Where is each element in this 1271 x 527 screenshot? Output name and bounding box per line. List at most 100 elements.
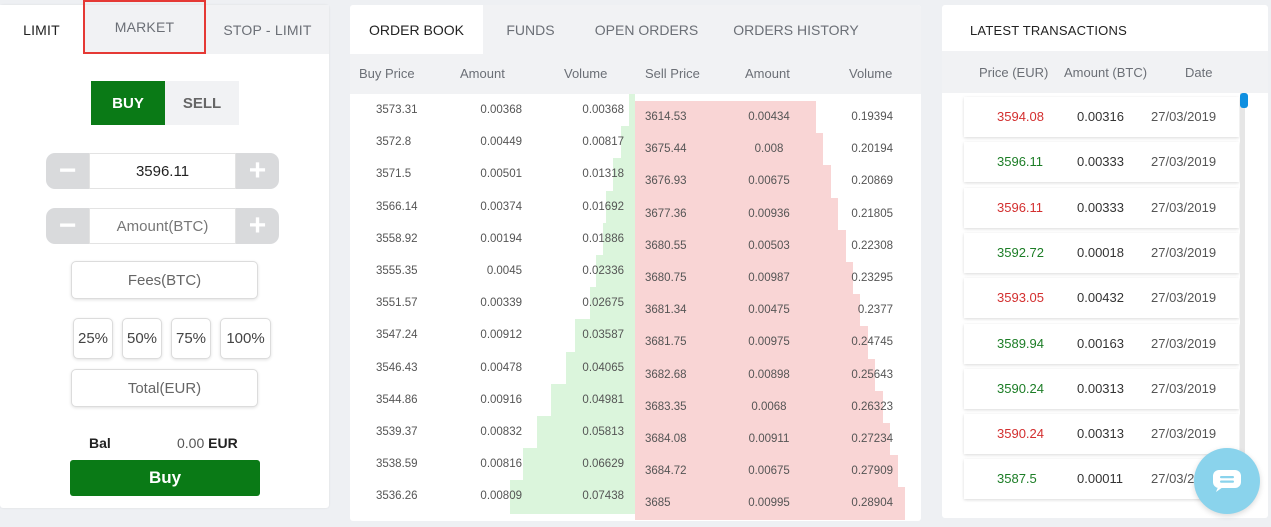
order-book-body: 3573.31 0.00368 0.00368 3572.8 0.00449 0.0081… [350, 94, 921, 521]
price-input[interactable]: 3596.11 [89, 153, 236, 189]
ask-amount: 0.008 [754, 143, 784, 156]
bid-amount: 0.00816 [480, 458, 522, 471]
transaction-price: 3596.11 [997, 154, 1044, 170]
ask-volume: 0.19394 [851, 111, 893, 123]
transaction-row: 3594.08 0.00316 27/03/2019 [964, 97, 1239, 137]
ask-amount: 0.00475 [748, 304, 790, 317]
buy-sell-toggle: BUY SELL [91, 81, 239, 125]
bid-volume: 0.02336 [582, 265, 624, 277]
tab-funds[interactable]: FUNDS [506, 21, 555, 38]
scrollbar-thumb[interactable] [1240, 93, 1248, 108]
ask-price: 3614.53 [645, 111, 687, 123]
percent-25-button[interactable]: 25% [73, 318, 113, 359]
ask-depth-bar [635, 455, 898, 488]
transaction-amount: 0.00333 [1077, 154, 1124, 170]
transaction-price: 3596.11 [997, 199, 1044, 215]
ask-volume: 0.20869 [851, 175, 893, 188]
header-buy-price: Buy Price [359, 66, 415, 81]
sell-toggle-button[interactable]: SELL [165, 81, 239, 125]
transaction-price: 3594.08 [997, 109, 1044, 124]
ask-volume: 0.2377 [857, 304, 893, 317]
bid-volume: 0.04981 [582, 393, 624, 406]
transaction-row: 3596.11 0.00333 27/03/2019 [964, 142, 1239, 183]
ask-depth-bar [635, 133, 823, 166]
transaction-date: 27/03/2019 [1151, 199, 1217, 215]
transaction-price: 3592.72 [997, 244, 1044, 260]
plus-icon: + [248, 154, 267, 187]
total-field[interactable]: Total(EUR) [71, 369, 258, 407]
plus-icon: + [248, 209, 267, 242]
fees-field[interactable]: Fees(BTC) [71, 261, 258, 299]
ask-volume: 0.20194 [851, 143, 893, 156]
chat-button[interactable] [1194, 448, 1260, 514]
ask-depth-bar [635, 294, 860, 327]
transaction-row: 3592.72 0.00018 27/03/2019 [964, 232, 1239, 273]
bid-volume: 0.01886 [582, 232, 624, 245]
ask-amount: 0.00975 [748, 336, 790, 349]
bid-volume: 0.01318 [582, 168, 624, 181]
tab-order-book[interactable]: ORDER BOOK [350, 5, 483, 54]
bid-amount: 0.00478 [480, 361, 522, 374]
transaction-amount: 0.00432 [1077, 290, 1124, 306]
ask-price: 3684.08 [645, 433, 687, 445]
bid-price: 3547.24 [376, 329, 418, 342]
percent-100-button[interactable]: 100% [220, 318, 271, 359]
balance-currency: EUR [208, 435, 238, 451]
tab-limit[interactable]: LIMIT [0, 5, 83, 54]
transaction-date: 27/03/2019 [1151, 335, 1217, 351]
header-sell-price: Sell Price [645, 66, 700, 81]
bid-depth-bar [575, 319, 635, 353]
ask-depth-bar [635, 197, 838, 230]
tab-stop-limit[interactable]: STOP - LIMIT [223, 21, 312, 38]
transactions-title: LATEST TRANSACTIONS [970, 23, 1127, 38]
balance-amount: 0.00 [177, 435, 205, 451]
ask-price: 3680.55 [645, 239, 687, 252]
amount-decrement-button[interactable]: − [46, 208, 89, 244]
bid-depth-bar [603, 222, 635, 256]
bid-amount: 0.00809 [480, 490, 522, 503]
bid-volume: 0.00368 [582, 104, 624, 116]
bid-price: 3544.86 [376, 393, 418, 406]
amount-increment-button[interactable]: + [236, 208, 279, 244]
header-sell-amount: Amount [745, 66, 790, 81]
bid-price: 3555.35 [376, 265, 418, 277]
bid-volume: 0.06629 [582, 458, 624, 471]
transaction-row: 3593.05 0.00432 27/03/2019 [964, 278, 1239, 319]
buy-submit-button[interactable]: Buy [70, 460, 260, 496]
ask-price: 3681.34 [645, 304, 687, 317]
bid-depth-bar [523, 448, 635, 482]
transaction-amount: 0.00011 [1077, 471, 1124, 487]
bid-volume: 0.04065 [582, 361, 624, 374]
percent-75-button[interactable]: 75% [171, 318, 211, 359]
amount-stepper: − Amount(BTC) + [46, 208, 279, 244]
balance-value: 0.00 EUR [177, 435, 238, 451]
ask-amount: 0.00911 [748, 433, 790, 445]
bid-amount: 0.00374 [480, 200, 522, 213]
price-increment-button[interactable]: + [236, 153, 279, 189]
transaction-amount: 0.00018 [1077, 244, 1124, 260]
buy-toggle-button[interactable]: BUY [91, 81, 165, 125]
bid-depth-bar [590, 287, 635, 321]
transaction-date: 27/03/2019 [1151, 154, 1217, 170]
ask-amount: 0.00995 [748, 497, 790, 510]
bid-depth-bar [596, 255, 635, 289]
latest-transactions-panel: LATEST TRANSACTIONS Price (EUR) Amount (… [942, 5, 1268, 518]
bid-volume: 0.00817 [582, 136, 624, 149]
ask-price: 3675.44 [645, 143, 687, 156]
transaction-date: 27/03/2019 [1151, 426, 1217, 442]
price-decrement-button[interactable]: − [46, 153, 89, 189]
bid-volume: 0.07438 [582, 490, 624, 503]
tab-open-orders[interactable]: OPEN ORDERS [594, 21, 699, 38]
ask-volume: 0.24745 [851, 336, 893, 349]
transaction-date: 27/03/20 [1151, 471, 1202, 487]
ask-amount: 0.00675 [748, 175, 790, 188]
scrollbar-track[interactable] [1240, 93, 1245, 503]
tab-market[interactable]: MARKET [83, 0, 206, 54]
transaction-price: 3587.5 [997, 471, 1037, 487]
tab-orders-history[interactable]: ORDERS HISTORY [733, 21, 859, 38]
amount-input[interactable]: Amount(BTC) [89, 208, 236, 244]
price-stepper: − 3596.11 + [46, 153, 279, 189]
bid-price: 3573.31 [376, 104, 418, 116]
percent-50-button[interactable]: 50% [122, 318, 162, 359]
minus-icon: − [58, 154, 77, 187]
